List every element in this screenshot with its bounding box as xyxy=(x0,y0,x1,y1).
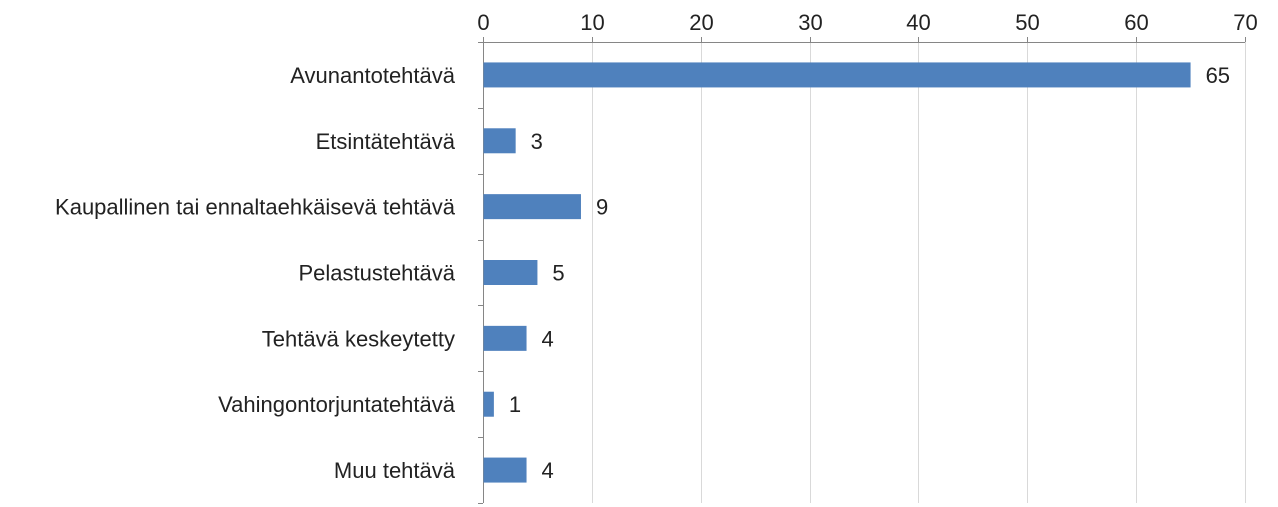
category-label-6: Vahingontorjuntatehtävä xyxy=(218,392,456,417)
data-label-7: 4 xyxy=(542,458,554,483)
label-layer: Avunantotehtävä 65 Etsintätehtävä 3 Kaupalli… xyxy=(55,63,1230,483)
data-label-2: 3 xyxy=(531,129,543,154)
bar-3 xyxy=(483,194,581,220)
category-label-7: Muu tehtävä xyxy=(334,458,456,483)
data-label-4: 5 xyxy=(552,261,564,286)
bar-5 xyxy=(483,325,527,351)
data-label-1: 65 xyxy=(1206,63,1230,88)
category-label-3: Kaupallinen tai ennaltaehkäisevä tehtävä xyxy=(55,195,456,220)
bar-7 xyxy=(483,457,527,483)
bar-1 xyxy=(483,62,1191,88)
category-label-5: Tehtävä keskeytetty xyxy=(262,326,455,351)
category-label-2: Etsintätehtävä xyxy=(316,129,456,154)
x-tick-label-50: 50 xyxy=(1015,10,1039,35)
data-label-3: 9 xyxy=(596,195,608,220)
x-tick-label-40: 40 xyxy=(906,10,930,35)
category-label-4: Pelastustehtävä xyxy=(298,261,455,286)
x-tick-label-20: 20 xyxy=(689,10,713,35)
x-tick-label-30: 30 xyxy=(798,10,822,35)
bar-4 xyxy=(483,260,538,285)
bar-layer xyxy=(483,62,1191,483)
bar-2 xyxy=(483,128,516,154)
axis-layer: 0 10 20 30 40 50 60 70 xyxy=(477,10,1258,504)
data-label-5: 4 xyxy=(542,326,554,351)
bar-6 xyxy=(483,391,494,417)
data-label-6: 1 xyxy=(509,392,521,417)
x-tick-label-0: 0 xyxy=(477,10,489,35)
x-tick-label-60: 60 xyxy=(1124,10,1148,35)
category-label-1: Avunantotehtävä xyxy=(290,63,455,88)
grid-layer xyxy=(592,42,1246,503)
x-tick-label-70: 70 xyxy=(1233,10,1257,35)
x-tick-label-10: 10 xyxy=(580,10,604,35)
